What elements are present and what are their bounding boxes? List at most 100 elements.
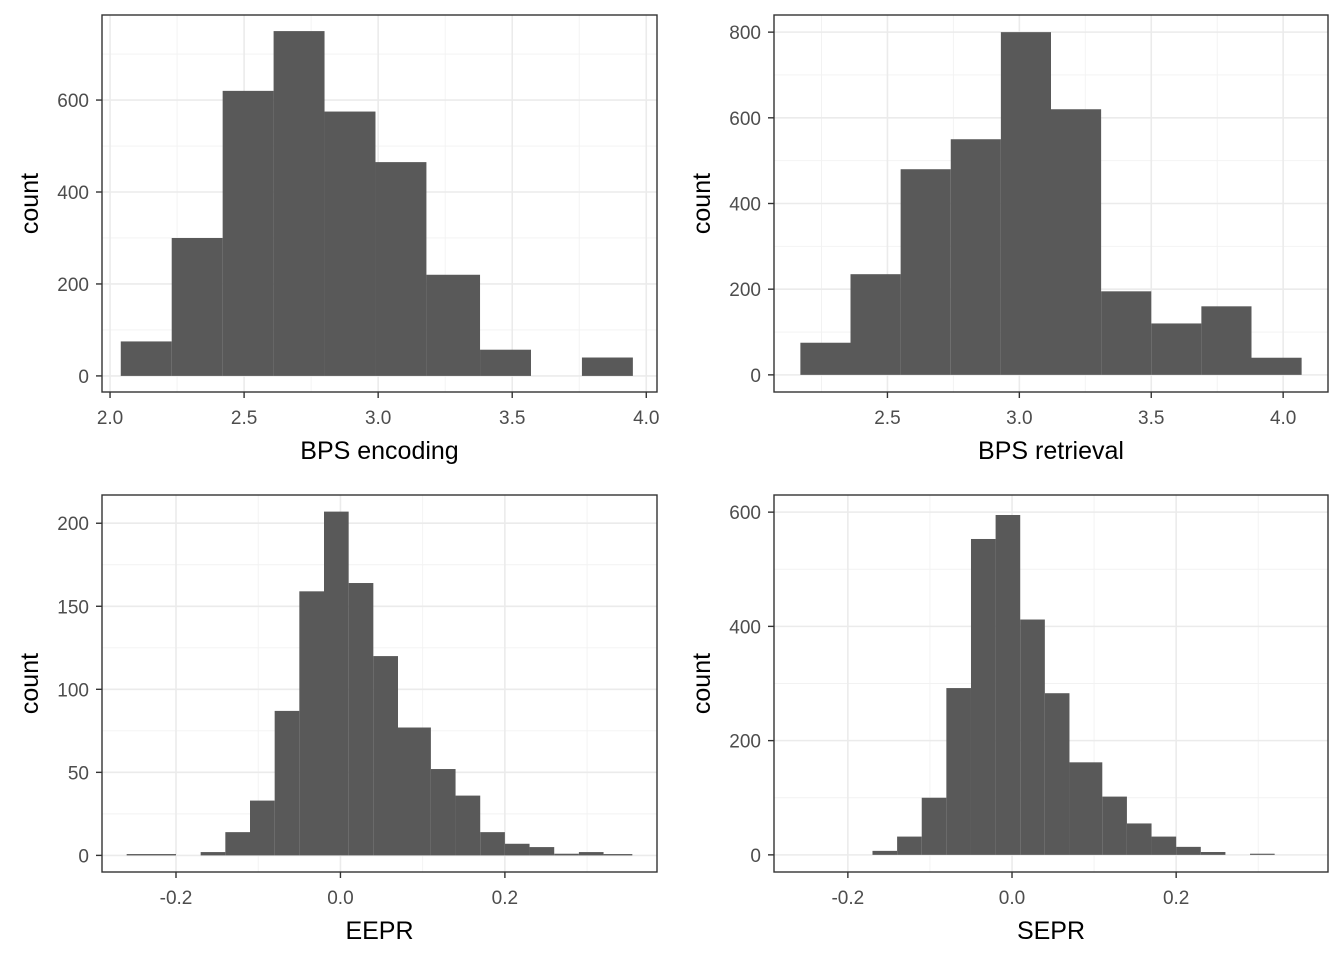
histogram-bar: [529, 847, 555, 856]
histogram-bar: [800, 342, 851, 375]
histogram-bar: [1020, 619, 1045, 855]
y-tick-label: 0: [750, 846, 761, 867]
x-axis-title: SEPR: [1017, 917, 1085, 945]
y-tick-label: 400: [729, 195, 761, 216]
histogram-bar: [171, 237, 223, 376]
y-tick-label: 400: [729, 617, 761, 638]
y-tick-label: 0: [750, 366, 761, 387]
histogram-panel-2: 2.5 3.0 3.5 4.0 0 200 400 600 800 BPS retrieval co…: [688, 14, 1329, 465]
histogram-bar: [273, 31, 325, 376]
y-tick-label: 600: [729, 503, 761, 524]
histogram-bar: [1151, 323, 1202, 375]
y-tick-label: 600: [57, 91, 89, 112]
y-axis-title: count: [16, 653, 44, 714]
y-tick-label: 150: [57, 597, 89, 618]
panel-border: [773, 494, 1329, 873]
y-axis-title: count: [688, 173, 716, 234]
x-tick-label: 4.0: [633, 408, 659, 429]
histogram-panel-3: -0.2 0.0 0.2 0 50 100 150 200 EEPR count: [16, 494, 658, 945]
histogram-bar: [995, 514, 1021, 855]
y-tick-label: 200: [729, 280, 761, 301]
x-tick-label: 3.0: [365, 408, 391, 429]
histogram-bar: [554, 853, 579, 856]
histogram-bar: [1126, 823, 1152, 855]
histogram-bar: [1069, 762, 1103, 855]
x-axis-title: BPS retrieval: [978, 437, 1124, 465]
histogram-bar: [348, 583, 374, 856]
histogram-bar: [970, 538, 996, 855]
x-tick-label: 0.0: [327, 888, 353, 909]
histogram-bar: [455, 795, 481, 856]
y-tick-label: 200: [57, 275, 89, 296]
x-tick-label: 2.5: [231, 408, 257, 429]
x-tick-label: 0.2: [492, 888, 518, 909]
y-axis-title: count: [16, 173, 44, 234]
x-tick-label: -0.2: [831, 888, 864, 909]
histogram-bar: [1102, 796, 1127, 855]
x-tick-label: -0.2: [160, 888, 193, 909]
x-tick-label: 2.0: [97, 408, 123, 429]
histogram-bar: [250, 800, 275, 856]
histogram-bar: [430, 769, 456, 856]
y-axis-title: count: [688, 653, 716, 714]
histogram-panel-1: 2.0 2.5 3.0 3.5 4.0 0 200 400 600 BPS encoding cou…: [16, 14, 659, 465]
y-tick-label: 800: [729, 23, 761, 44]
y-tick-label: 200: [57, 514, 89, 535]
y-tick-label: 50: [68, 763, 89, 784]
histogram-bar: [897, 836, 922, 855]
histogram-bar: [921, 797, 947, 855]
y-tick-label: 0: [78, 846, 89, 867]
x-axis-title: BPS encoding: [300, 437, 458, 465]
histogram-bar: [299, 591, 324, 856]
histogram-bar: [1250, 853, 1275, 855]
histogram-bar: [850, 274, 901, 375]
x-axis-title: EEPR: [345, 917, 413, 945]
histogram-bar: [480, 349, 531, 376]
histogram-bar: [946, 688, 971, 855]
panel-border: [101, 494, 658, 873]
histogram-bar: [225, 832, 250, 856]
histogram-bar: [1201, 306, 1252, 375]
histogram-bar: [324, 111, 376, 376]
histogram-bar: [1000, 32, 1051, 375]
histogram-bar: [504, 843, 530, 856]
histogram-bar: [126, 854, 176, 856]
y-tick-label: 400: [57, 183, 89, 204]
histogram-bar: [603, 854, 633, 856]
histogram-bar: [324, 511, 349, 856]
x-tick-label: 0.2: [1163, 888, 1189, 909]
histogram-bar: [1051, 109, 1102, 375]
histogram-bar: [200, 852, 226, 856]
histogram-bar: [373, 656, 398, 856]
histogram-bar: [872, 850, 898, 855]
histogram-bar: [426, 274, 481, 376]
histogram-bar: [1200, 852, 1226, 855]
panel-border: [101, 14, 658, 393]
histogram-bar: [222, 90, 274, 376]
histogram-bar: [398, 727, 431, 856]
x-tick-label: 3.0: [1006, 408, 1032, 429]
histogram-bar: [581, 357, 633, 376]
x-tick-label: 3.5: [499, 408, 525, 429]
y-tick-label: 100: [57, 680, 89, 701]
x-tick-label: 4.0: [1270, 408, 1296, 429]
histogram-bar: [120, 341, 172, 376]
y-tick-label: 200: [729, 732, 761, 753]
x-tick-label: 0.0: [999, 888, 1025, 909]
histogram-bar: [480, 832, 505, 856]
histogram-bar: [1251, 357, 1302, 375]
histogram-bar: [375, 162, 427, 376]
histogram-bar: [1044, 693, 1070, 855]
histogram-bar: [1176, 846, 1201, 855]
y-tick-label: 600: [729, 109, 761, 130]
histogram-bar: [274, 710, 300, 856]
histogram-bar: [578, 852, 604, 856]
histogram-bar: [1101, 291, 1152, 375]
histogram-panel-4: -0.2 0.0 0.2 0 200 400 600 SEPR count: [688, 494, 1329, 945]
histogram-bar: [1151, 836, 1177, 855]
x-tick-label: 2.5: [874, 408, 900, 429]
y-tick-label: 0: [78, 367, 89, 388]
histogram-bar: [900, 169, 951, 375]
histogram-bar: [950, 139, 1001, 375]
